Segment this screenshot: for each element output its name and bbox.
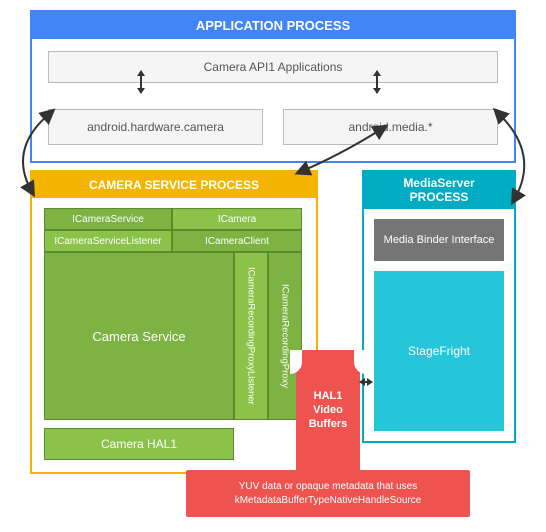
- hal1-video-buffers-box: HAL1 Video Buffers: [296, 350, 360, 470]
- interface-row-1: ICameraService ICamera: [44, 208, 304, 230]
- mediaserver-process-body: Media Binder Interface StageFright: [364, 209, 514, 441]
- camera-service-box: Camera Service: [44, 252, 234, 420]
- application-process-box: APPLICATION PROCESS Camera API1 Applicat…: [30, 10, 516, 163]
- camera-service-process-body: ICameraService ICamera ICameraServiceLis…: [32, 198, 316, 472]
- arrow-api-to-hwcamera: [140, 71, 142, 93]
- interface-row-2: ICameraServiceListener ICameraClient: [44, 230, 304, 252]
- camera-service-main-row: Camera Service ICameraRecordingProxyList…: [44, 252, 304, 420]
- stagefright-box: StageFright: [374, 271, 504, 431]
- arrow-api-to-media: [376, 71, 378, 93]
- hw-row: android.hardware.camera android.media.*: [48, 109, 498, 145]
- application-process-title: APPLICATION PROCESS: [32, 12, 514, 39]
- mediaserver-process-box: MediaServer PROCESS Media Binder Interfa…: [362, 170, 516, 443]
- application-process-body: Camera API1 Applications android.hardwar…: [32, 39, 514, 161]
- icameraclient-cell: ICameraClient: [172, 230, 302, 252]
- yuv-note-box: YUV data or opaque metadata that uses kM…: [186, 470, 470, 517]
- camera-api1-box: Camera API1 Applications: [48, 51, 498, 83]
- arrow-halbuffer-stagefright: [360, 381, 372, 383]
- icameraservicelistener-cell: ICameraServiceListener: [44, 230, 172, 252]
- mediaserver-title-line1: MediaServer: [403, 176, 474, 190]
- camera-service-process-title: CAMERA SERVICE PROCESS: [32, 172, 316, 198]
- camera-service-process-box: CAMERA SERVICE PROCESS ICameraService IC…: [30, 170, 318, 474]
- camera-hal1-box: Camera HAL1: [44, 428, 234, 460]
- android-hardware-camera-box: android.hardware.camera: [48, 109, 263, 145]
- icamera-cell: ICamera: [172, 208, 302, 230]
- android-media-box: android.media.*: [283, 109, 498, 145]
- mediaserver-process-title: MediaServer PROCESS: [364, 172, 514, 209]
- media-binder-box: Media Binder Interface: [374, 219, 504, 261]
- mediaserver-title-line2: PROCESS: [410, 190, 469, 204]
- icameraservice-cell: ICameraService: [44, 208, 172, 230]
- recording-proxy-listener-col: ICameraRecordingProxyListener: [234, 252, 268, 420]
